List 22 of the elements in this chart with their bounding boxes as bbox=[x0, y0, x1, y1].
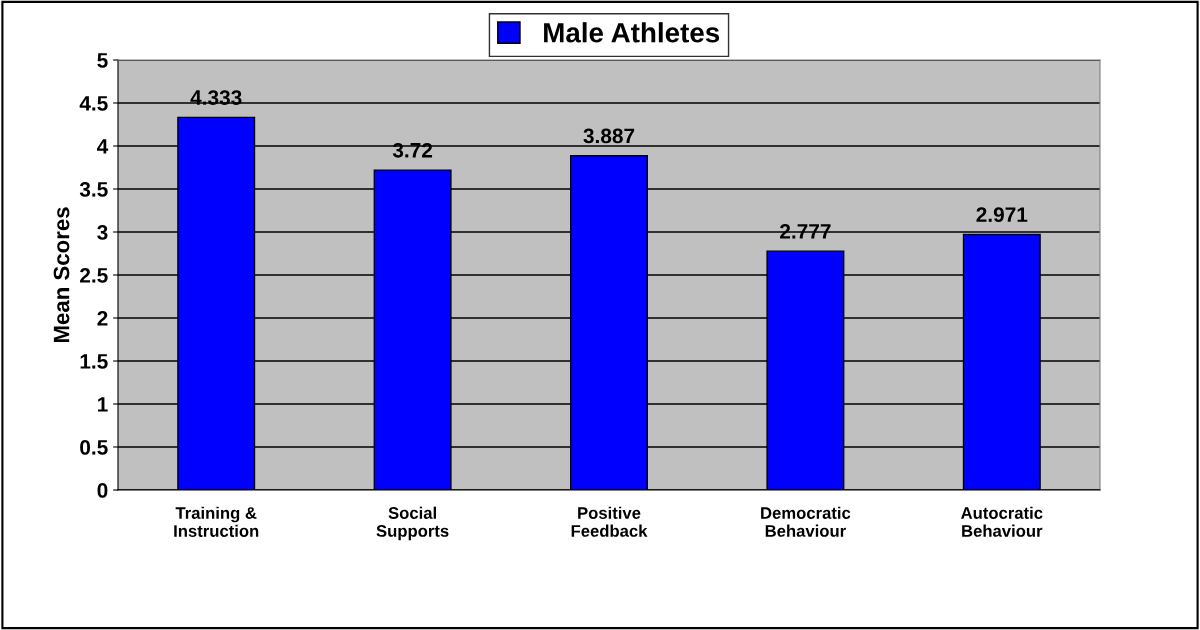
y-tick-label: 0.5 bbox=[80, 440, 108, 455]
data-label: 2.971 bbox=[976, 207, 1028, 223]
y-tick-label: 4 bbox=[97, 139, 109, 154]
data-label: 3.72 bbox=[392, 142, 433, 158]
y-tick-label: 2.5 bbox=[80, 268, 108, 283]
x-tick-label: Democratic Behaviour bbox=[761, 506, 851, 537]
x-tick-label: Training & Instruction bbox=[174, 506, 259, 537]
legend-label: Male Athletes bbox=[544, 22, 720, 43]
x-tick-label: Autocratic Behaviour bbox=[961, 506, 1043, 537]
y-tick-label: 1.5 bbox=[80, 354, 108, 369]
y-tick-label: 3 bbox=[97, 225, 108, 240]
y-tick-label: 3.5 bbox=[79, 182, 108, 197]
y-tick-label: 5 bbox=[97, 53, 108, 68]
y-tick-label: 0 bbox=[97, 483, 108, 498]
y-tick-label: 1 bbox=[98, 397, 108, 412]
y-tick-label: 4.5 bbox=[79, 96, 108, 111]
y-tick-label: 2 bbox=[97, 311, 108, 326]
x-tick-label: Social Supports bbox=[376, 506, 449, 541]
data-label: 3.887 bbox=[583, 128, 635, 144]
y-axis-title: Mean Scores bbox=[53, 207, 70, 343]
x-tick-label: Positive Feedback bbox=[571, 506, 648, 537]
data-label: 4.333 bbox=[190, 90, 242, 105]
